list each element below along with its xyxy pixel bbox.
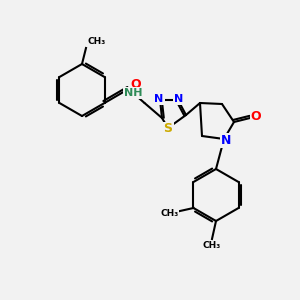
Text: N: N [174,94,184,104]
Text: O: O [251,110,261,122]
Text: O: O [130,79,141,92]
Text: CH₃: CH₃ [203,242,221,250]
Text: N: N [221,134,231,146]
Text: N: N [154,94,164,104]
Text: CH₃: CH₃ [87,37,105,46]
Text: S: S [164,122,172,136]
Text: NH: NH [124,88,143,98]
Text: CH₃: CH₃ [160,209,178,218]
